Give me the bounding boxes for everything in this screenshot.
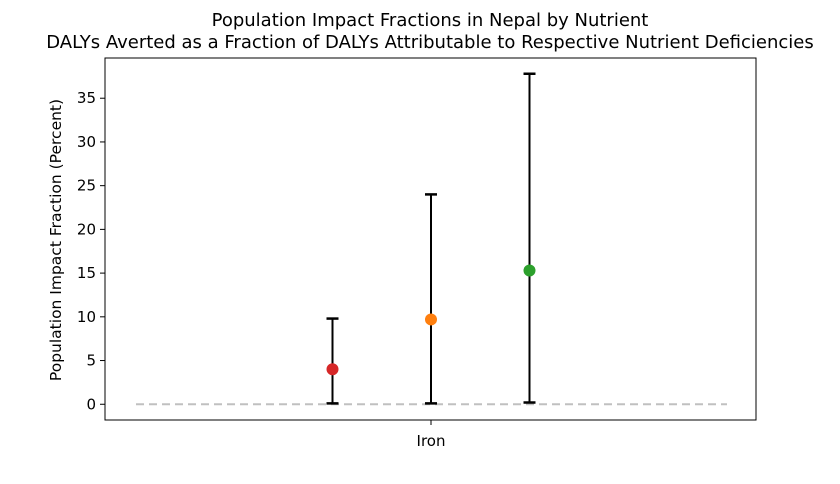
data-point-3: [523, 264, 536, 277]
y-tick-label: 20: [77, 220, 96, 238]
y-tick-label: 15: [77, 264, 96, 282]
y-tick-label: 35: [77, 89, 96, 107]
data-point-2: [425, 313, 437, 326]
x-tick-label: Iron: [417, 432, 446, 450]
chart-subtitle: DALYs Averted as a Fraction of DALYs Att…: [46, 32, 813, 53]
data-point-1: [326, 363, 339, 376]
plot-area: 0 5 10 15 20 25 30 35 Iron: [77, 57, 757, 450]
chart-title: Population Impact Fractions in Nepal by …: [212, 10, 649, 31]
y-tick-label: 10: [77, 308, 96, 326]
y-tick-label: 25: [77, 177, 96, 195]
y-tick-label: 30: [77, 133, 96, 151]
y-tick-label: 5: [86, 352, 96, 370]
plot-frame: [104, 57, 757, 421]
y-tick-label: 0: [86, 395, 96, 413]
y-axis-label: Population Impact Fraction (Percent): [47, 99, 65, 381]
